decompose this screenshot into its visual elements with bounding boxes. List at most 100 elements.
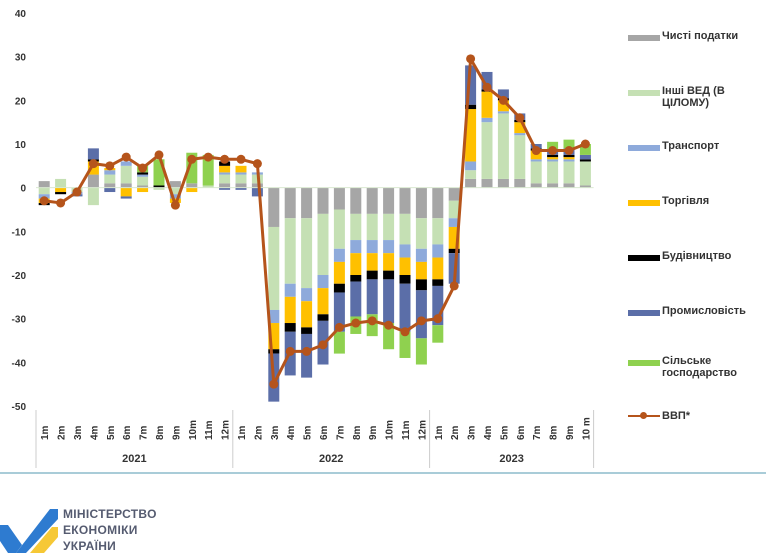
bar-segment: [251, 183, 263, 188]
x-tick-label: 10 m: [581, 417, 592, 440]
bar-segment: [366, 187, 378, 214]
bar-segment: [383, 253, 395, 271]
bar-segment: [120, 187, 132, 197]
gdp-point: [56, 198, 66, 208]
bar-segment: [104, 170, 116, 175]
bar-segment: [497, 89, 509, 99]
x-tick-label: 5m: [106, 425, 117, 440]
bar-stack: [235, 165, 247, 190]
bar-segment: [547, 157, 559, 160]
gdp-point: [138, 163, 148, 173]
gdp-point: [39, 196, 49, 206]
bar-segment: [432, 285, 444, 326]
gdp-point: [515, 113, 525, 123]
bar-segment: [333, 331, 345, 354]
x-tick-label: 11m: [204, 420, 215, 440]
gdp-line: [44, 57, 586, 386]
bar-segment: [333, 187, 345, 210]
bar-segment: [284, 283, 296, 297]
bar-segment: [219, 172, 231, 175]
legend-item: ВВП*: [628, 410, 766, 422]
bar-segment: [284, 323, 296, 332]
bar-segment: [432, 187, 444, 219]
bar-segment: [399, 283, 411, 332]
bar-segment: [202, 185, 214, 188]
bar-segment: [432, 325, 444, 343]
gdp-point: [400, 327, 410, 337]
x-tick-label: 3m: [467, 425, 478, 440]
bar-segment: [284, 296, 296, 324]
bar-stack: [415, 187, 427, 365]
bar-segment: [333, 261, 345, 284]
legend-item: Будівництво: [628, 250, 766, 262]
bar-segment: [415, 338, 427, 365]
bar-segment: [268, 187, 280, 227]
bar-segment: [202, 154, 214, 186]
bar-segment: [219, 165, 231, 173]
gdp-point: [466, 54, 476, 64]
bar-segment: [579, 159, 591, 162]
gdp-point: [154, 150, 164, 160]
bar-segment: [366, 279, 378, 315]
bar-segment: [169, 187, 181, 195]
bar-segment: [383, 279, 395, 324]
bar-segment: [399, 187, 411, 214]
bar-segment: [497, 178, 509, 188]
bar-segment: [415, 218, 427, 249]
bar-segment: [284, 218, 296, 284]
x-tick-label: 4m: [89, 425, 100, 440]
bar-segment: [169, 181, 181, 188]
gdp-point: [334, 322, 344, 332]
logo-line-1: МІНІСТЕРСТВО: [63, 507, 157, 521]
bar-segment: [399, 331, 411, 358]
bar-segment: [448, 226, 460, 249]
logo-yellow-stroke: [30, 527, 58, 553]
bar-segment: [465, 178, 477, 188]
y-tick-label: -20: [12, 271, 27, 282]
bar-segment: [55, 192, 67, 195]
gdp-point: [318, 340, 328, 350]
bar-segment: [219, 187, 231, 190]
y-tick-label: 10: [15, 140, 27, 151]
bar-segment: [383, 270, 395, 280]
bar-segment: [579, 144, 591, 155]
legend-swatch: [628, 35, 660, 41]
bar-segment: [87, 148, 99, 160]
bar-segment: [235, 174, 247, 184]
bar-segment: [137, 185, 149, 188]
logo-blue-stroke-left: [0, 525, 22, 553]
x-tick-label: 10m: [188, 420, 199, 440]
bar-stack: [87, 148, 99, 206]
bar-segment: [530, 161, 542, 184]
legend-item: Чисті податки: [628, 30, 766, 42]
x-tick-label: 12m: [221, 420, 232, 440]
bar-segment: [317, 213, 329, 275]
legend-swatch: [628, 200, 660, 206]
bar-segment: [87, 174, 99, 188]
x-tick-label: 7m: [532, 425, 543, 440]
legend-item: Торгівля: [628, 195, 766, 207]
bar-segment: [153, 187, 165, 190]
x-tick-label: 9m: [565, 425, 576, 440]
bar-stack: [317, 187, 329, 365]
legend-swatch: [628, 255, 660, 261]
gdp-line-series: [39, 54, 590, 389]
bar-segment: [317, 275, 329, 289]
x-tick-label: 1m: [237, 425, 248, 440]
bar-segment: [333, 209, 345, 249]
legend-item: Транспорт: [628, 140, 766, 152]
year-label: 2023: [499, 453, 523, 465]
bar-stack: [579, 144, 591, 188]
stacked-bars: [38, 65, 591, 402]
bar-segment: [268, 226, 280, 310]
gdp-point: [236, 154, 246, 164]
bar-stack: [55, 178, 67, 195]
bar-segment: [399, 275, 411, 284]
bar-segment: [547, 154, 559, 158]
gdp-point: [121, 152, 131, 162]
bar-segment: [432, 218, 444, 245]
bar-segment: [399, 257, 411, 275]
bar-segment: [579, 185, 591, 188]
legend-label: Транспорт: [662, 140, 720, 152]
gdp-point: [531, 146, 541, 156]
